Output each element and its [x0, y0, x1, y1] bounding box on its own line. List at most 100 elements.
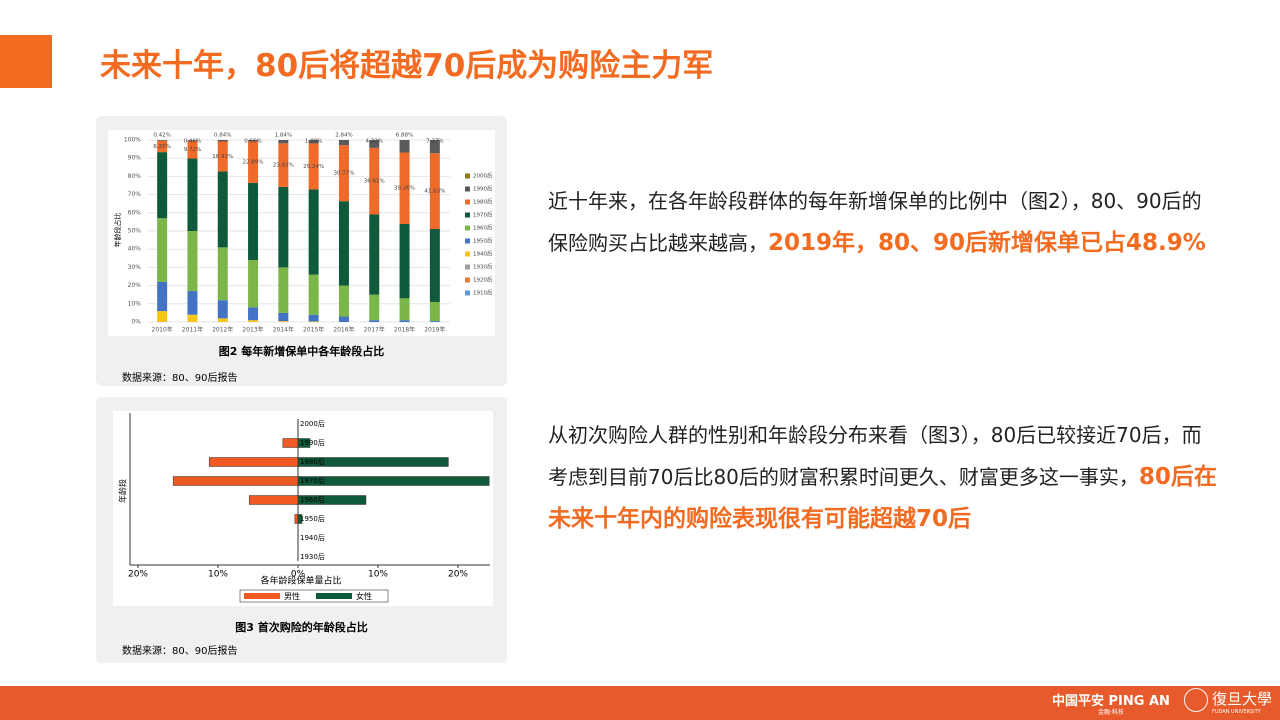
legend-swatch	[465, 277, 470, 283]
y-tick-label: 50%	[128, 228, 142, 235]
highlight: 2019年，80、90后新增保单已占48.9%	[768, 230, 1206, 256]
brand-sub: 金融·科技	[1098, 709, 1124, 716]
y-tick-label: 20%	[128, 282, 142, 289]
data-label: 36.61%	[364, 179, 385, 185]
bar-segment	[248, 320, 259, 322]
bar-segment	[338, 145, 349, 202]
bar-segment	[429, 301, 440, 322]
chart: 0% 10% 20% 30% 40% 50% 60% 70% 80% 90% 100% 年龄段占比 20…	[108, 130, 495, 336]
legend-swatch	[244, 593, 280, 599]
bar-segment	[429, 321, 440, 322]
x-tick-label: 2017年	[364, 326, 385, 334]
bar-segment	[338, 201, 349, 286]
x-tick-label: 20%	[128, 570, 148, 580]
category-label: 1990后	[300, 438, 325, 447]
legend-swatch	[465, 290, 470, 296]
bar-segment	[308, 189, 319, 275]
bar-segment	[308, 321, 319, 322]
category-label: 2000后	[300, 419, 325, 428]
x-tick-label: 10%	[368, 570, 388, 580]
text: 从初次购险人群的性别和年龄段分布来看（图3），80后已较接近70后，而考虑到目前…	[548, 423, 1202, 489]
legend-label: 1930后	[473, 263, 493, 271]
y-tick-label: 30%	[128, 264, 142, 271]
data-label: 30.77%	[333, 171, 354, 177]
category-label: 1960后	[300, 495, 325, 504]
bar-segment	[338, 316, 349, 322]
bar-segment	[369, 294, 380, 321]
title-mark	[0, 35, 52, 88]
legend-swatch	[465, 173, 470, 179]
category-label: 1980后	[300, 457, 325, 466]
bar-segment	[399, 140, 410, 153]
legend-swatch	[465, 212, 470, 218]
data-label: 6.88%	[396, 133, 413, 139]
bar-segment	[369, 320, 380, 322]
logo	[1184, 688, 1208, 712]
y-tick-label: 10%	[128, 300, 142, 307]
bar-segment	[217, 318, 228, 322]
bar-segment	[157, 152, 168, 219]
bar-segment	[429, 228, 440, 302]
bar-segment	[399, 298, 410, 321]
bar-segment	[157, 140, 168, 141]
legend-label: 1920后	[473, 276, 493, 284]
caption: 图3 首次购险的年龄段占比	[235, 621, 368, 634]
data-label: 2.84%	[335, 133, 352, 139]
data-label: 25.24%	[303, 164, 324, 170]
title: 未来十年，80后将超越70后成为购险主力军	[100, 48, 714, 84]
y-tick-label: 0%	[131, 319, 141, 326]
bar	[282, 438, 299, 448]
caption: 图2 每年新增保单中各年龄段占比	[218, 345, 385, 358]
chart: 20% 10% 0% 10% 20% 各年龄段保单量占比 年龄段 2000后 1990后 1980…	[113, 411, 493, 606]
paragraph: 近十年来，在各年龄段群体的每年新增保单的比例中（图2），80、90后的保险购买占…	[548, 180, 1220, 264]
bar-segment	[248, 140, 259, 142]
bar-segment	[278, 143, 289, 187]
legend-label: 1910后	[473, 289, 493, 297]
data-label: 0.46%	[184, 139, 201, 145]
legend-label: 男性	[284, 591, 300, 601]
x-tick-label: 2012年	[212, 326, 233, 334]
bar-segment	[308, 274, 319, 315]
data-label: 0.66%	[244, 139, 261, 145]
highlight: 80后在未来十年内的购险表现很有可能超越70后	[548, 464, 1217, 532]
source: 数据来源：80、90后报告	[122, 373, 238, 384]
category-label: 1970后	[300, 476, 325, 485]
bar-segment	[338, 140, 349, 146]
data-label: 6.25%	[153, 144, 170, 150]
data-label: 9.72%	[184, 147, 201, 153]
bar-segment	[217, 140, 228, 142]
category-label: 1940后	[300, 533, 325, 542]
bar-segment	[278, 186, 289, 268]
y-tick-label: 100%	[124, 137, 141, 144]
bar	[297, 514, 303, 524]
legend-label: 2000后	[473, 172, 493, 180]
bar-segment	[248, 307, 259, 321]
bar	[172, 476, 299, 486]
data-label: 0.42%	[153, 133, 170, 139]
legend-label: 1980后	[473, 198, 493, 206]
x-tick-label: 20%	[448, 570, 468, 580]
bar-segment	[369, 147, 380, 215]
footer-bar	[0, 686, 1280, 720]
x-tick-label: 0%	[291, 570, 306, 580]
x-tick-label: 2014年	[273, 326, 294, 334]
bar-segment	[399, 223, 410, 299]
bar-segment	[217, 247, 228, 301]
bar-segment	[429, 140, 440, 154]
bar-segment	[248, 260, 259, 308]
x-tick-label: 2015年	[303, 326, 324, 334]
x-tick-label: 2018年	[394, 326, 415, 334]
university: 復旦大學	[1212, 690, 1273, 708]
bar-segment	[278, 312, 289, 322]
data-label: 39.26%	[394, 186, 415, 192]
bar	[297, 476, 490, 486]
bar	[248, 495, 299, 505]
bar	[297, 438, 311, 448]
legend-label: 1990后	[473, 185, 493, 193]
legend-label: 1960后	[473, 224, 493, 232]
bar-segment	[248, 182, 259, 261]
bar-segment	[369, 214, 380, 295]
legend-label: 1950后	[473, 237, 493, 245]
bar-segment	[217, 171, 228, 248]
